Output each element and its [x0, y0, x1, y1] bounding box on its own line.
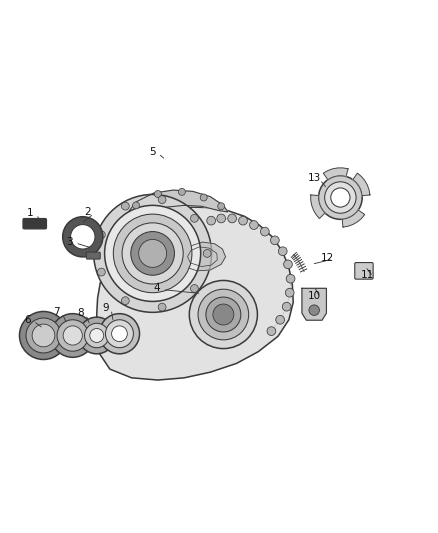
Ellipse shape — [318, 176, 362, 220]
Circle shape — [267, 327, 276, 335]
Text: 4: 4 — [154, 284, 160, 293]
Ellipse shape — [198, 289, 249, 340]
Circle shape — [239, 216, 247, 225]
Circle shape — [261, 227, 269, 236]
Circle shape — [279, 247, 287, 256]
Circle shape — [284, 260, 292, 269]
Text: 11: 11 — [361, 270, 374, 280]
Ellipse shape — [106, 320, 134, 348]
Text: 10: 10 — [307, 291, 321, 301]
Circle shape — [283, 302, 291, 311]
Text: 7: 7 — [53, 308, 60, 317]
Ellipse shape — [139, 239, 166, 268]
Circle shape — [158, 303, 166, 311]
Circle shape — [191, 214, 198, 222]
Circle shape — [154, 190, 161, 198]
Polygon shape — [125, 190, 228, 229]
Circle shape — [191, 285, 198, 293]
Ellipse shape — [71, 224, 95, 249]
Ellipse shape — [99, 313, 140, 354]
Circle shape — [133, 202, 140, 209]
Circle shape — [286, 288, 294, 297]
FancyBboxPatch shape — [86, 252, 100, 259]
Circle shape — [271, 236, 279, 245]
Ellipse shape — [19, 311, 67, 359]
Circle shape — [158, 196, 166, 204]
Circle shape — [250, 221, 258, 229]
Ellipse shape — [85, 323, 109, 348]
Circle shape — [178, 188, 185, 195]
Ellipse shape — [112, 326, 127, 342]
Circle shape — [121, 297, 129, 304]
Ellipse shape — [90, 328, 104, 343]
Circle shape — [97, 231, 105, 239]
FancyBboxPatch shape — [355, 263, 373, 279]
Text: 13: 13 — [307, 173, 321, 183]
Ellipse shape — [63, 326, 82, 345]
Circle shape — [200, 194, 207, 201]
Circle shape — [207, 216, 215, 225]
Circle shape — [203, 249, 211, 257]
Text: 8: 8 — [77, 308, 84, 318]
Ellipse shape — [122, 223, 183, 284]
Text: 12: 12 — [321, 253, 334, 263]
Polygon shape — [323, 168, 348, 180]
Text: 6: 6 — [25, 315, 31, 325]
Polygon shape — [302, 288, 326, 320]
Polygon shape — [311, 195, 325, 219]
Ellipse shape — [78, 317, 115, 354]
Text: 5: 5 — [149, 147, 156, 157]
Polygon shape — [97, 207, 293, 380]
Ellipse shape — [206, 297, 241, 332]
Circle shape — [97, 268, 105, 276]
Ellipse shape — [113, 214, 192, 293]
Ellipse shape — [94, 195, 212, 312]
Text: 2: 2 — [85, 207, 92, 217]
Ellipse shape — [325, 182, 356, 213]
Circle shape — [217, 214, 226, 223]
Ellipse shape — [213, 304, 234, 325]
FancyBboxPatch shape — [23, 219, 46, 229]
Ellipse shape — [32, 324, 55, 347]
Circle shape — [218, 203, 225, 210]
Ellipse shape — [331, 188, 350, 207]
Circle shape — [228, 214, 237, 223]
Polygon shape — [342, 210, 365, 227]
Ellipse shape — [51, 313, 95, 357]
Text: 9: 9 — [102, 303, 109, 313]
Text: 1: 1 — [27, 208, 34, 218]
Ellipse shape — [26, 318, 61, 353]
Polygon shape — [183, 242, 226, 271]
Ellipse shape — [131, 231, 174, 275]
Ellipse shape — [105, 205, 201, 302]
Circle shape — [309, 305, 319, 316]
Polygon shape — [353, 173, 370, 196]
Circle shape — [121, 202, 129, 210]
Circle shape — [286, 274, 295, 283]
Text: 3: 3 — [67, 237, 73, 247]
Ellipse shape — [57, 320, 88, 351]
Ellipse shape — [189, 280, 258, 349]
Circle shape — [276, 316, 285, 324]
Ellipse shape — [63, 217, 103, 257]
